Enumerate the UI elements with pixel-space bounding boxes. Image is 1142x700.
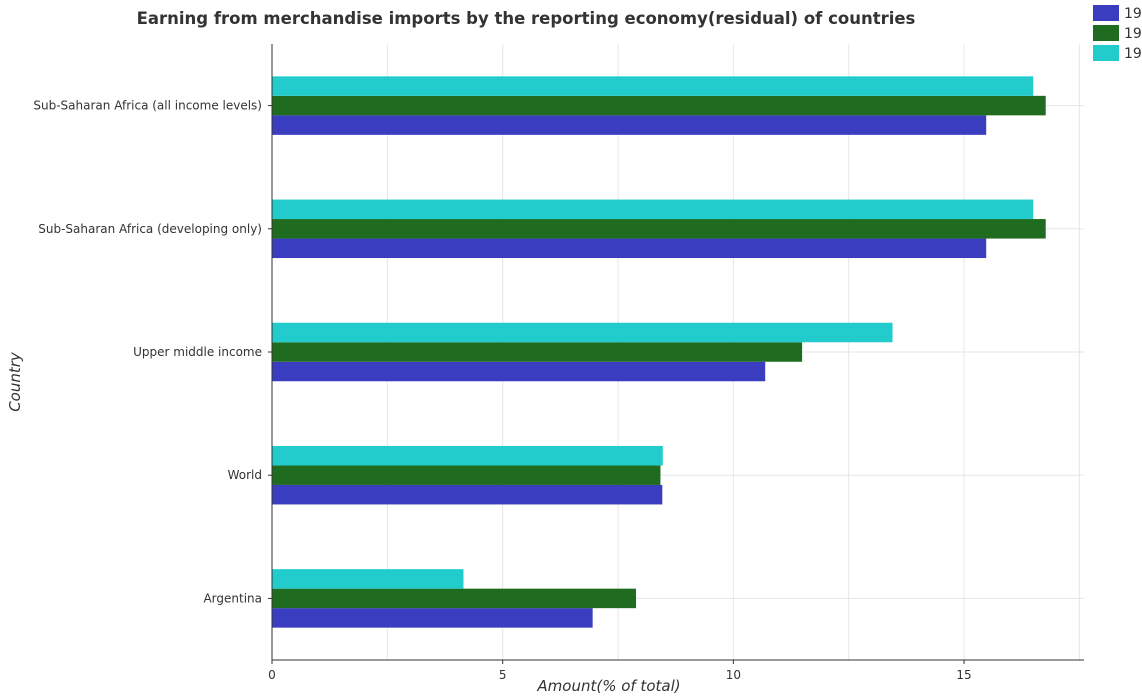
bar-1962 — [272, 76, 1034, 96]
bar-1962 — [272, 569, 464, 589]
x-tick-label: 10 — [726, 668, 741, 682]
bar-1960 — [272, 361, 766, 382]
y-tick-label: Sub-Saharan Africa (all income levels) — [33, 99, 262, 113]
x-tick-label: 5 — [499, 668, 507, 682]
bar-1961 — [272, 588, 637, 609]
y-tick-label: Sub-Saharan Africa (developing only) — [38, 222, 262, 236]
y-tick-label: World — [228, 468, 262, 482]
bar-1961 — [272, 95, 1046, 116]
legend-label: 1960 — [1124, 6, 1142, 22]
y-axis-label: Country — [6, 351, 24, 412]
x-tick-label: 15 — [956, 668, 971, 682]
bar-1960 — [272, 115, 987, 135]
legend-label: 1961 — [1124, 26, 1142, 42]
bar-1962 — [272, 445, 663, 466]
x-tick-labels: 0 5 10 15 — [268, 668, 972, 682]
bar-1962 — [272, 322, 893, 343]
bar-1961 — [272, 219, 1046, 239]
legend: 1960 1961 1962 — [1093, 5, 1142, 62]
y-tick-label: Argentina — [203, 591, 262, 605]
bar-1960 — [272, 238, 987, 259]
axes — [268, 44, 1084, 664]
x-tick-label: 0 — [268, 668, 276, 682]
bar-1960 — [272, 484, 663, 505]
bars — [272, 76, 1046, 628]
bar-1960 — [272, 608, 593, 628]
chart-title: Earning from merchandise imports by the … — [137, 9, 916, 28]
legend-label: 1962 — [1124, 46, 1142, 62]
y-tick-labels: Sub-Saharan Africa (all income levels) Su… — [33, 99, 262, 606]
legend-swatch — [1093, 45, 1119, 61]
bar-1961 — [272, 465, 661, 485]
y-tick-label: Upper middle income — [133, 345, 262, 359]
bar-1962 — [272, 199, 1034, 220]
legend-swatch — [1093, 25, 1119, 41]
x-axis-label: Amount(% of total) — [536, 677, 680, 695]
bar-1961 — [272, 342, 803, 362]
legend-swatch — [1093, 5, 1119, 21]
